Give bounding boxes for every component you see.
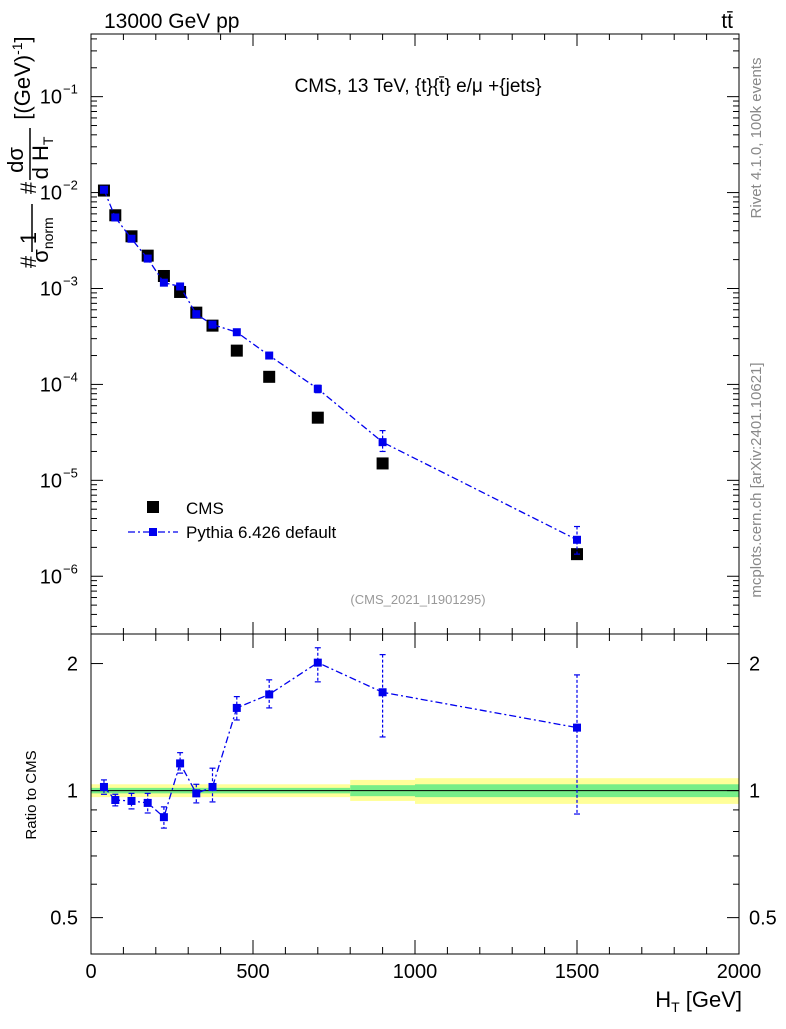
ratio-point (265, 690, 274, 699)
main-y-tick-labels: 10−110−210−310−410−510−6 (40, 82, 78, 589)
ratio-y-tick-label: 2 (67, 654, 78, 676)
pythia-point (232, 328, 241, 337)
main-y-tick-label: 10 (40, 566, 62, 588)
main-y-tick-exponent: −1 (63, 82, 78, 97)
legend-pythia-label: Pythia 6.426 default (186, 523, 337, 542)
cms-point (230, 344, 243, 357)
main-title: CMS, 13 TeV, {t}{t̄} e/μ +{jets} (294, 76, 541, 97)
x-tick-labels: 0 500 1000 1500 2000 (85, 961, 761, 983)
main-y-tick-label: 10 (40, 374, 62, 396)
x-tick-label: 0 (85, 961, 96, 983)
y-label-dht: d HT (28, 136, 56, 179)
ratio-panel: 0.5 0.5 1 1 2 2 Ratio to CMS 0 500 1000 1500 2000… (23, 633, 777, 1015)
ratio-point (192, 789, 201, 798)
main-y-tick-exponent: −3 (63, 273, 78, 288)
ratio-y-label: Ratio to CMS (23, 750, 40, 839)
ratio-point (127, 796, 136, 805)
legend-cms-label: CMS (186, 499, 224, 518)
ratio-point (313, 658, 322, 667)
main-ticks (90, 34, 740, 634)
y-label-hash-2: # (16, 181, 41, 194)
pythia-point (265, 351, 274, 360)
main-panel: CMS, 13 TeV, {t}{t̄} e/μ +{jets} (CMS_20… (3, 33, 740, 635)
ratio-point (111, 795, 120, 804)
main-y-tick-label: 10 (40, 183, 62, 205)
process-label: tt̄ (721, 10, 733, 33)
pythia-line (103, 189, 578, 541)
analysis-label: (CMS_2021_I1901295) (350, 592, 485, 607)
main-panel-frame (90, 33, 740, 635)
cms-series (97, 184, 583, 561)
ratio-y-tick-label-right: 2 (749, 654, 760, 676)
ratio-point (143, 798, 152, 807)
ratio-y-tick-label-right: 0.5 (749, 908, 777, 930)
beam-label: 13000 GeV pp (104, 10, 239, 33)
ratio-point (232, 703, 241, 712)
pythia-point (378, 438, 387, 447)
ratio-y-tick-label: 1 (67, 781, 78, 803)
pythia-point (313, 384, 322, 393)
main-y-tick-exponent: −5 (63, 465, 78, 480)
x-axis-label: HT [GeV] (655, 987, 742, 1015)
ratio-point (159, 813, 168, 822)
x-tick-label: 500 (236, 961, 269, 983)
site-label: mcplots.cern.ch [arXiv:2401.10621] (748, 362, 765, 597)
main-y-axis-label: # 1 σnorm # dσ d HT [(GeV)-1] (3, 36, 56, 268)
main-y-tick-label: 10 (40, 470, 62, 492)
y-label-units: [(GeV)-1] (9, 36, 35, 119)
pythia-point (192, 310, 201, 319)
ratio-point (378, 688, 387, 697)
pythia-point (127, 234, 136, 243)
pythia-point (99, 185, 108, 194)
ratio-point (208, 782, 217, 791)
pythia-point (208, 320, 217, 329)
legend-pythia-marker (149, 528, 157, 536)
cms-point (263, 370, 276, 383)
pythia-series (99, 185, 581, 555)
legend-cms-marker (147, 501, 159, 513)
ratio-point (99, 782, 108, 791)
ratio-pythia-series (99, 647, 581, 829)
main-y-tick-label: 10 (40, 87, 62, 109)
y-label-numerator-one: 1 (16, 232, 41, 244)
ratio-point (176, 759, 185, 768)
pythia-point (176, 282, 185, 291)
main-y-tick-exponent: −6 (63, 561, 78, 576)
ratio-y-tick-labels: 0.5 0.5 1 1 2 2 (50, 654, 777, 930)
pythia-point (143, 254, 152, 263)
y-label-dsigma: dσ (3, 147, 28, 173)
main-y-tick-exponent: −2 (63, 178, 78, 193)
y-label-hash-1: # (16, 255, 41, 268)
x-tick-label: 2000 (717, 961, 762, 983)
x-tick-label: 1000 (393, 961, 438, 983)
legend: CMS Pythia 6.426 default (128, 499, 337, 542)
main-y-tick-exponent: −4 (63, 369, 78, 384)
pythia-point (573, 535, 581, 544)
ratio-y-tick-label: 0.5 (50, 908, 78, 930)
ratio-ticks (90, 634, 740, 954)
rivet-label: Rivet 4.1.0, 100k events (748, 58, 765, 219)
pythia-point (111, 213, 120, 222)
cms-point (376, 457, 389, 470)
main-y-tick-label: 10 (40, 278, 62, 300)
ratio-y-tick-label-right: 1 (749, 781, 760, 803)
ratio-point (573, 723, 581, 732)
cms-point (311, 411, 324, 424)
pythia-point (159, 278, 168, 287)
x-tick-label: 1500 (555, 961, 600, 983)
